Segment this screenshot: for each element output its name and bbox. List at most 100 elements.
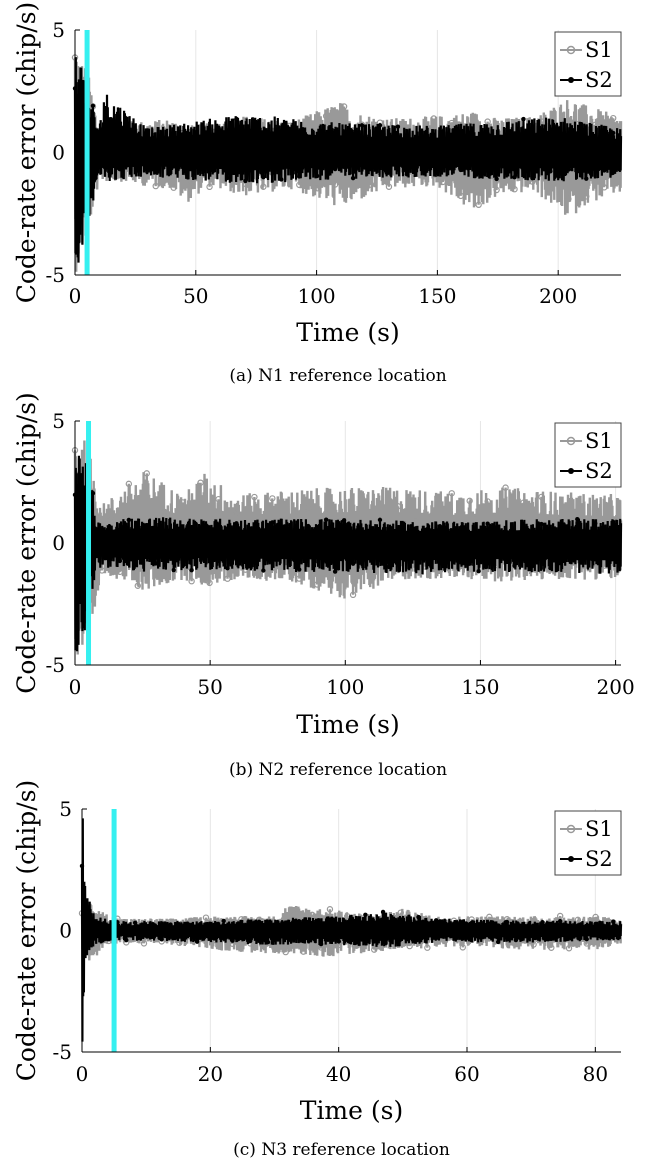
series-marker-S2 [539,521,544,527]
series-marker-S2 [144,523,149,528]
series-marker-S2 [132,920,138,925]
series-marker-S2 [180,531,185,536]
series-marker-S2 [478,935,483,940]
series-marker-S1 [152,182,159,190]
series-marker-S1 [610,114,617,122]
series-marker-S2 [261,174,266,180]
series-marker-S2 [225,565,230,571]
series-marker-S2 [261,568,266,573]
series-marker-S2 [531,932,536,938]
legend-label-S1: S1 [585,429,613,453]
series-marker-S1 [448,119,455,127]
series-marker-S2 [407,935,412,941]
series-marker-S2 [530,563,535,569]
series-marker-S2 [189,165,194,170]
series-marker-S2 [153,169,158,175]
series-marker-S2 [404,172,410,177]
legend-marker-S1 [566,824,576,834]
series-marker-S2 [440,563,445,569]
x-tick-label: 200 [597,675,635,699]
series-marker-S1 [305,119,312,126]
series-marker-S2 [150,922,156,927]
series-marker-S2 [207,551,212,557]
series-marker-S2 [431,139,436,144]
panel-caption: (b) N2 reference location [229,760,447,780]
legend-marker-S2 [568,856,574,862]
series-marker-S1 [206,579,213,587]
series-marker-S2 [458,560,463,565]
series-marker-S1 [296,181,303,189]
y-tick-label: -5 [46,263,65,287]
series-marker-S1 [87,947,95,954]
series-marker-S2 [265,939,271,945]
series-marker-S1 [179,499,186,506]
series-marker-S1 [170,184,177,191]
series-marker-S2 [512,563,517,568]
series-marker-S2 [354,939,359,945]
series-marker-S2 [611,519,616,525]
series-marker-S2 [476,170,481,175]
series-marker-S1 [202,914,210,921]
series-S2 [72,57,623,263]
x-tick-label: 40 [326,1062,351,1086]
legend-marker-S2 [568,468,574,474]
series-marker-S2 [252,124,257,129]
series-marker-S2 [117,558,123,564]
series-marker-S2 [159,937,164,942]
y-tick-label: 0 [52,141,65,165]
series-marker-S1 [430,115,437,122]
series-marker-S1 [502,484,509,491]
series-marker-S2 [239,923,244,928]
series-marker-S1 [224,575,231,582]
series-marker-S1 [466,497,473,505]
series-marker-S2 [566,553,571,559]
series-marker-S1 [548,944,555,951]
series-marker-S1 [98,567,106,574]
y-axis-label: Code-rate error (chip/s) [12,392,41,694]
series-marker-S2 [168,922,173,927]
series-marker-S2 [270,131,275,136]
series-marker-S2 [485,131,490,136]
series-marker-S2 [359,530,365,535]
series-marker-S1 [215,495,222,503]
series-marker-S2 [548,565,553,571]
series-marker-S2 [422,552,428,557]
series-marker-S2 [234,521,239,526]
series-marker-S1 [309,911,316,919]
series-marker-S2 [602,554,607,559]
series-marker-S2 [377,517,383,523]
series-marker-S2 [566,167,571,172]
series-marker-S2 [189,567,194,573]
series-marker-S2 [292,919,297,924]
y-tick-label: 0 [52,531,65,555]
series-marker-S2 [194,939,200,944]
series-marker-S2 [332,166,338,172]
series-marker-S2 [283,935,288,941]
series-marker-S2 [135,555,140,561]
series-marker-S1 [291,911,298,918]
series-marker-S1 [282,948,289,956]
series-marker-S2 [449,135,454,141]
x-tick-label: 200 [539,284,577,308]
series-marker-S2 [314,551,320,556]
series-marker-S2 [494,554,499,559]
series-marker-S2 [297,567,302,572]
series-marker-S2 [306,135,311,140]
series-marker-S1 [313,185,321,192]
x-tick-label: 0 [76,1062,89,1086]
x-tick-label: 0 [69,284,82,308]
series-marker-S1 [300,948,307,955]
series-marker-S2 [248,938,253,944]
x-tick-label: 150 [461,675,499,699]
series-S2 [72,455,623,652]
series-marker-S2 [162,135,167,141]
series-marker-S2 [575,131,580,136]
series-marker-S2 [279,177,284,182]
series-marker-S1 [260,183,267,190]
series-marker-S2 [422,169,428,175]
series-marker-S1 [592,913,599,921]
series-marker-S2 [90,491,96,496]
